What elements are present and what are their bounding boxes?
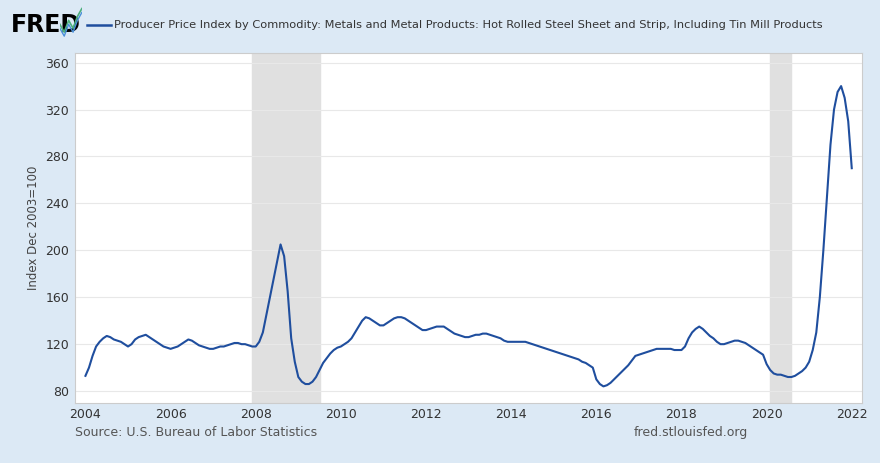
Text: FRED: FRED: [11, 13, 81, 38]
Text: Source: U.S. Bureau of Labor Statistics: Source: U.S. Bureau of Labor Statistics: [75, 426, 317, 439]
Bar: [253, 53, 319, 403]
Y-axis label: Index Dec 2003=100: Index Dec 2003=100: [26, 166, 40, 290]
Text: Producer Price Index by Commodity: Metals and Metal Products: Hot Rolled Steel S: Producer Price Index by Commodity: Metal…: [114, 20, 823, 30]
Text: fred.stlouisfed.org: fred.stlouisfed.org: [634, 426, 748, 439]
Bar: [770, 53, 791, 403]
